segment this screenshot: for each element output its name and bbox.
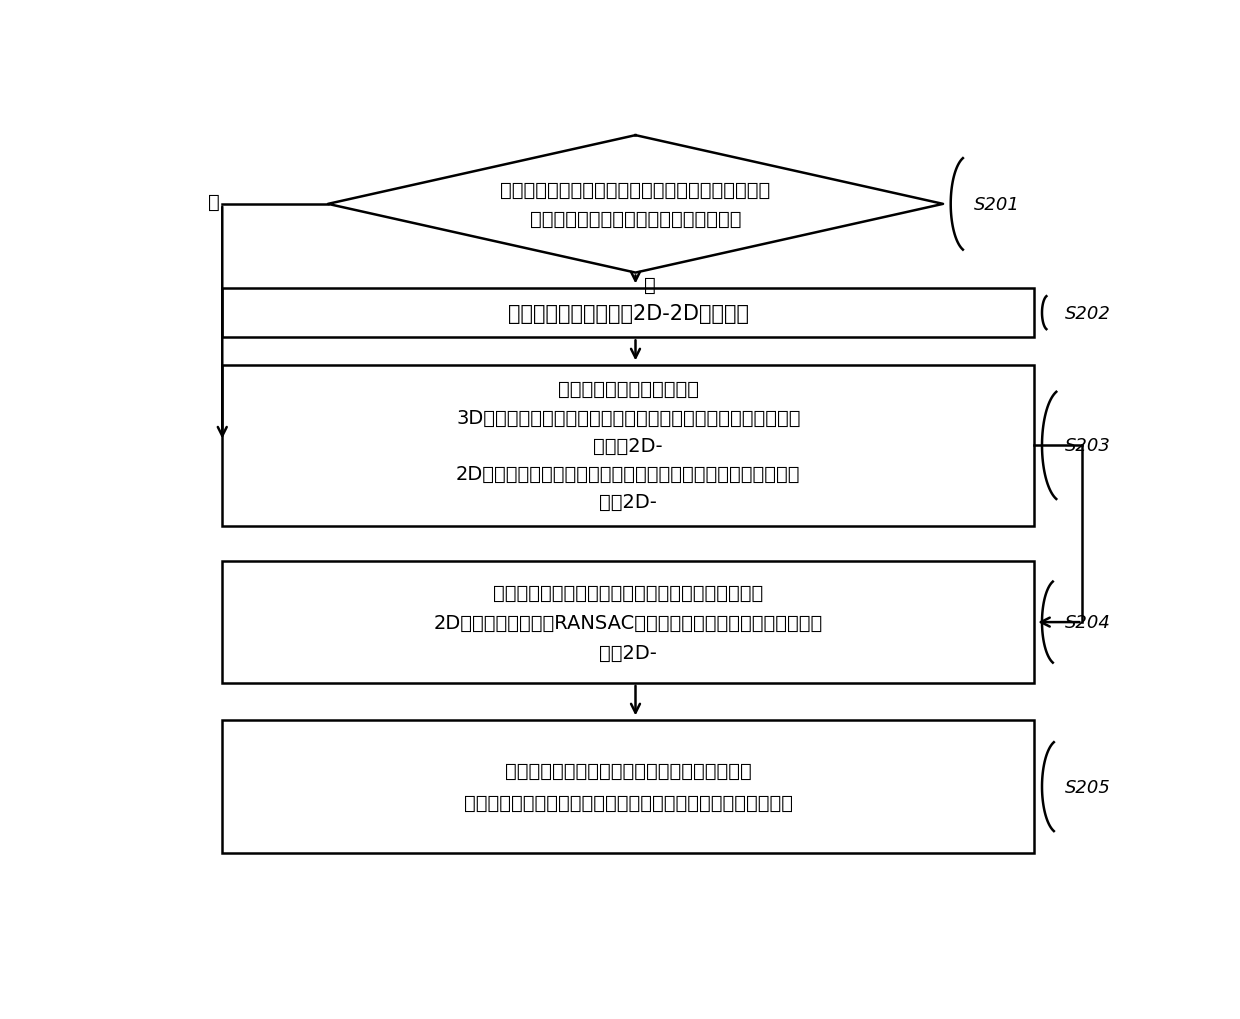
Text: 并根据当前帧判断是否存在对应的已知姿态的参考帧: 并根据当前帧判断是否存在对应的已知姿态的参考帧 [501,180,770,200]
Text: 提取监控视频对应的当前帧的图像特征，: 提取监控视频对应的当前帧的图像特征， [529,210,742,229]
Text: 计算当前帧相对参考帧的相对运动，并在当前帧相对参考帧的相: 计算当前帧相对参考帧的相对运动，并在当前帧相对参考帧的相 [464,793,792,812]
Text: 如果2D-: 如果2D- [599,493,657,512]
Text: 对运动大于预设阈值时，根据当前帧更新参考帧: 对运动大于预设阈值时，根据当前帧更新参考帧 [505,761,751,781]
Text: 系中的位姿，并更新参考帧: 系中的位姿，并更新参考帧 [558,380,699,398]
Bar [222,366,1034,527]
Text: S205: S205 [1065,777,1111,796]
Text: ，并根据当前帧与参考帧的相对运动估计当前帧姿态: ，并根据当前帧与参考帧的相对运动估计当前帧姿态 [494,583,764,602]
Text: 如果2D-: 如果2D- [599,643,657,661]
Text: 将当前帧与参考帧进行2D-2D特征匹配: 将当前帧与参考帧进行2D-2D特征匹配 [508,304,749,323]
Text: S203: S203 [1065,437,1111,454]
Text: 2D匹配成功，则根据RANSAC框架计算当前帧与参考帧的相对运动: 2D匹配成功，则根据RANSAC框架计算当前帧与参考帧的相对运动 [434,613,823,632]
Bar [222,288,1034,338]
Text: 3D特征匹配，并根据匹配关系估计当前帧对应摄像机在点云坐标: 3D特征匹配，并根据匹配关系估计当前帧对应摄像机在点云坐标 [456,409,801,427]
Text: S204: S204 [1065,613,1111,632]
Bar [222,720,1034,854]
Bar [222,561,1034,684]
Text: 云进行2D-: 云进行2D- [594,436,663,455]
Text: 否: 否 [208,193,219,212]
Text: 是: 是 [644,275,656,294]
Text: S202: S202 [1065,305,1111,322]
Text: 2D特征匹配失败或者参考帧不存在，则将监控视频与三维特征点: 2D特征匹配失败或者参考帧不存在，则将监控视频与三维特征点 [456,465,801,484]
Text: S201: S201 [973,196,1019,214]
